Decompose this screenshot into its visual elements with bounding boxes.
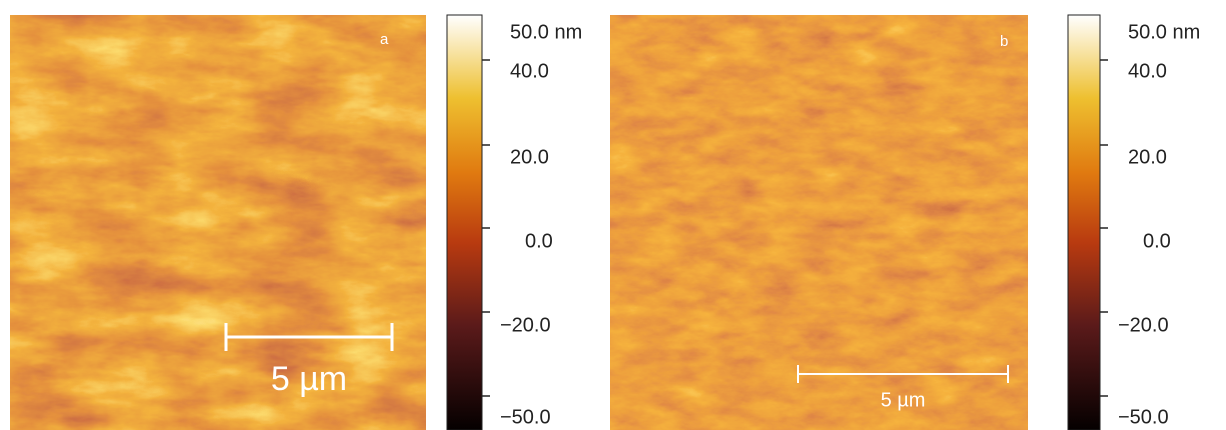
colorbar-label: 20.0 (510, 146, 549, 168)
panel-label: a (380, 31, 389, 48)
colorbar-label: 0.0 (525, 230, 553, 252)
colorbar-label: −50.0 (500, 406, 551, 428)
afm-image (10, 15, 426, 430)
colorbar-label: 50.0 nm (1128, 21, 1200, 43)
afm-image (610, 15, 1028, 430)
colorbar-label: 0.0 (1143, 230, 1171, 252)
colorbar-label: −50.0 (1118, 406, 1169, 428)
scale-bar-label: 5 µm (881, 389, 926, 411)
colorbar-label: 40.0 (510, 60, 549, 82)
colorbar-label: 50.0 nm (510, 21, 582, 43)
panel-b: b 5 µm 50.0 nm 40.0 20.0 0.0 −20.0 −50.0 (610, 15, 1200, 430)
colorbar-ticks (1100, 60, 1108, 396)
figure: a 5 µm 50.0 nm 40.0 20.0 0.0 −20.0 −50.0… (0, 0, 1226, 430)
panel-label: b (1000, 33, 1008, 50)
colorbar-ticks (482, 60, 490, 396)
colorbar (447, 15, 482, 430)
colorbar-label: 20.0 (1128, 146, 1167, 168)
panel-a: a 5 µm 50.0 nm 40.0 20.0 0.0 −20.0 −50.0 (10, 15, 582, 430)
colorbar (1068, 15, 1100, 430)
scale-bar-label: 5 µm (271, 360, 347, 398)
colorbar-label: 40.0 (1128, 60, 1167, 82)
colorbar-label: −20.0 (500, 314, 551, 336)
colorbar-label: −20.0 (1118, 314, 1169, 336)
